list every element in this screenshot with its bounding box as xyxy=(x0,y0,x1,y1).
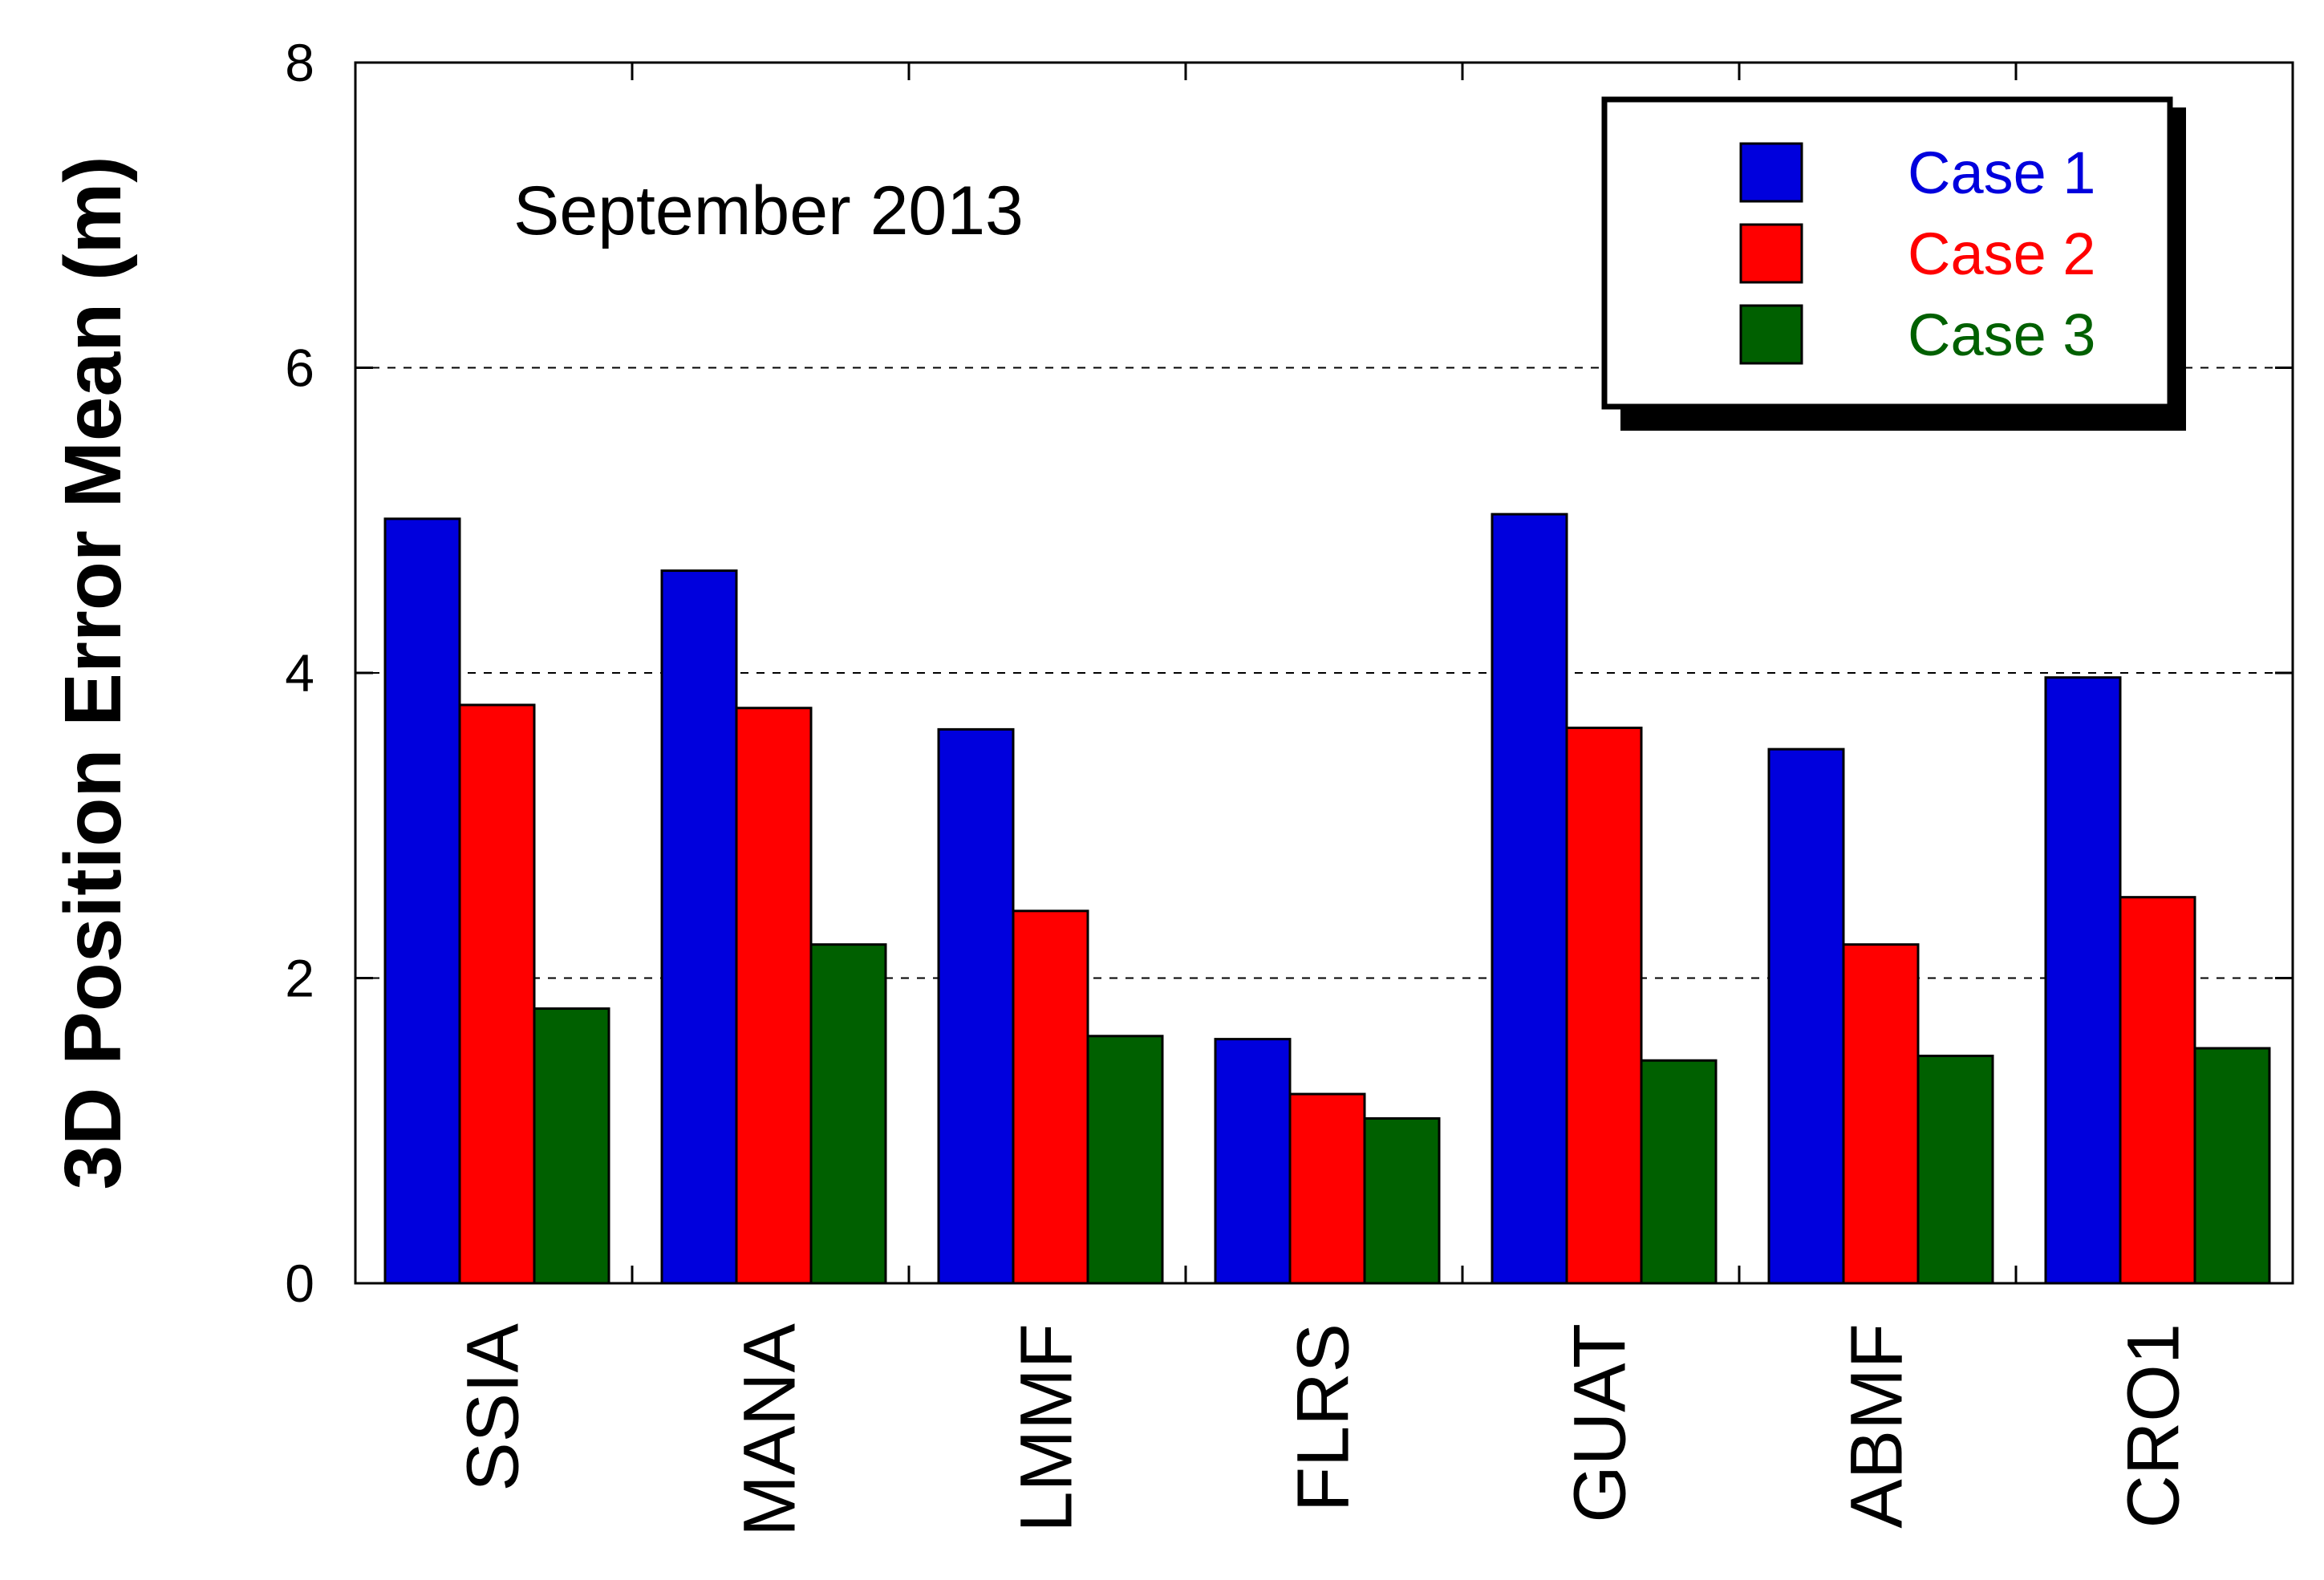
x-tick-label: CRO1 xyxy=(2113,1323,2195,1529)
legend-swatch-1 xyxy=(1739,142,1803,203)
y-tick-label: 8 xyxy=(285,33,314,92)
bar-case-1-cro1 xyxy=(2044,676,2122,1285)
bar-case-2-lmmf xyxy=(1012,910,1089,1285)
bar-case-3-mana xyxy=(809,943,887,1285)
x-tick-labels: SSIA MANA LMMF FLRS GUAT ABMF CRO1 xyxy=(452,1323,2195,1536)
legend-swatch-3 xyxy=(1739,304,1803,365)
bar-case-2-guat xyxy=(1565,726,1643,1285)
x-tick-label: GUAT xyxy=(1559,1323,1641,1523)
x-tick-label: LMMF xyxy=(1006,1323,1088,1533)
bar-case-3-flrs xyxy=(1363,1117,1441,1285)
y-tick-label: 2 xyxy=(285,949,314,1008)
y-tick-label: 6 xyxy=(285,338,314,398)
y-tick-label: 4 xyxy=(285,643,314,703)
y-axis-label: 3D Position Error Mean (m) xyxy=(48,156,138,1189)
x-tick-label: MANA xyxy=(729,1323,811,1536)
legend-swatch-2 xyxy=(1739,223,1803,284)
axis-ticks: 0 2 4 6 8 xyxy=(285,33,2293,1313)
bar-case-2-flrs xyxy=(1288,1092,1366,1285)
legend-box xyxy=(1601,96,2173,410)
bar-case-3-guat xyxy=(1640,1059,1718,1285)
chart-annotation: September 2013 xyxy=(513,172,1024,249)
legend-label-3: Case 3 xyxy=(1908,302,2095,368)
legend: Case 1 Case 2 Case 3 xyxy=(1601,96,2186,431)
bar-case-3-ssia xyxy=(533,1007,610,1285)
y-tick-label: 0 xyxy=(285,1254,314,1313)
bar-case-1-lmmf xyxy=(937,727,1015,1285)
bar-case-2-ssia xyxy=(458,703,536,1285)
x-tick-label: SSIA xyxy=(452,1323,534,1491)
bar-case-2-abmf xyxy=(1842,943,1920,1285)
bar-case-1-guat xyxy=(1491,512,1568,1285)
bar-case-1-abmf xyxy=(1767,747,1845,1285)
bar-case-1-flrs xyxy=(1214,1038,1292,1285)
grid-lines xyxy=(355,367,2293,979)
bar-case-2-mana xyxy=(735,707,813,1285)
bar-case-2-cro1 xyxy=(2119,896,2196,1285)
bars xyxy=(383,512,2271,1285)
bar-case-3-cro1 xyxy=(2193,1047,2271,1285)
x-tick-label: FLRS xyxy=(1283,1323,1365,1512)
bar-case-1-ssia xyxy=(383,517,461,1285)
bar-case-3-lmmf xyxy=(1086,1035,1164,1285)
bar-case-3-abmf xyxy=(1916,1055,1994,1285)
legend-label-1: Case 1 xyxy=(1908,140,2095,206)
legend-label-2: Case 2 xyxy=(1908,221,2095,287)
bar-case-1-mana xyxy=(660,569,738,1285)
x-tick-label: ABMF xyxy=(1836,1323,1918,1529)
